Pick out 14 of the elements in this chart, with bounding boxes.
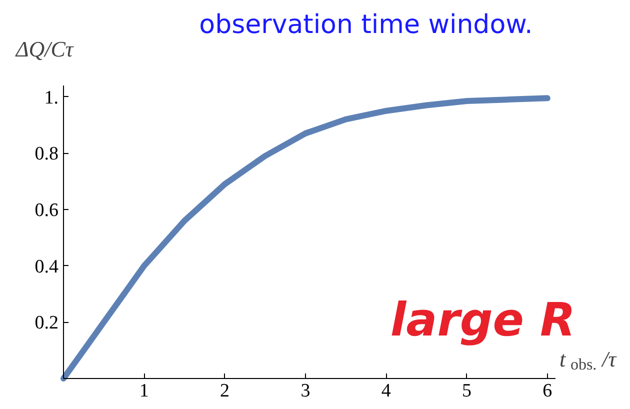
x-tick-label: 3 — [300, 380, 310, 402]
chart-title: observation time window. — [199, 10, 533, 40]
y-tick-label: 0.6 — [34, 200, 58, 221]
x-tick-label: 2 — [220, 380, 230, 402]
x-tick-label: 6 — [542, 380, 552, 402]
x-tick-label: 1 — [139, 380, 149, 402]
y-tick-label: 0.8 — [34, 144, 58, 165]
y-tick-label: 0.2 — [34, 312, 58, 334]
x-tick-label: 4 — [381, 380, 392, 402]
y-tick-label: 0.4 — [34, 256, 59, 278]
annotation: large R — [390, 292, 576, 346]
y-axis-title: ΔQ/Cτ — [14, 36, 74, 62]
x-tick-label: 5 — [462, 380, 472, 402]
y-tick-label: 1. — [44, 87, 58, 108]
